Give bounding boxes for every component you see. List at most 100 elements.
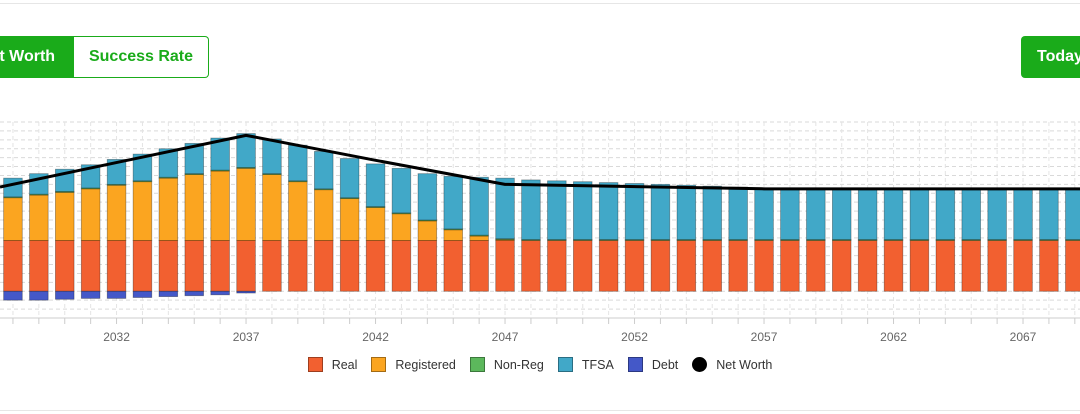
bar-segment-real	[314, 240, 334, 292]
bar-segment-tfsa	[417, 173, 438, 221]
bar-segment-registered	[469, 235, 489, 241]
bar-segment-real	[883, 240, 904, 292]
bar-segment-tfsa	[676, 184, 697, 240]
bar-segment-real	[495, 240, 515, 292]
bar-segment-debt	[3, 290, 23, 301]
bar-segment-debt	[106, 290, 127, 299]
legend-label-registered: Registered	[395, 357, 456, 372]
bar-segment-real	[1065, 240, 1080, 292]
bar-segment-registered	[184, 174, 204, 241]
bar-segment-tfsa	[262, 138, 282, 175]
legend-swatch-nonreg	[469, 357, 485, 372]
legend-item-real[interactable]: Real	[307, 357, 358, 372]
bar-segment-real	[365, 240, 386, 292]
x-tick-label: 2052	[621, 330, 648, 344]
bar-segment-debt	[184, 290, 204, 297]
legend-label-tfsa: TFSA	[581, 357, 614, 372]
bar-segment-debt	[158, 290, 179, 298]
bar-segment-real	[806, 240, 826, 292]
bar-segment-tfsa	[1039, 187, 1059, 240]
bar-segment-tfsa	[909, 187, 930, 240]
legend-swatch-debt	[627, 357, 643, 372]
bar-segment-tfsa	[158, 148, 179, 178]
x-tick-label: 2047	[492, 330, 519, 344]
bar-segment-debt	[29, 290, 49, 301]
legend-item-net-worth[interactable]: Net Worth	[692, 357, 772, 372]
bar-segment-real	[132, 240, 153, 292]
bar-segment-tfsa	[365, 163, 386, 208]
bar-segment-debt	[210, 290, 230, 296]
bar-segment-tfsa	[961, 187, 981, 240]
top-divider	[0, 3, 1080, 4]
bar-segment-real	[3, 240, 23, 292]
bar-segment-tfsa	[314, 150, 334, 190]
bar-segment-nonreg	[158, 176, 179, 179]
bar-segment-nonreg	[909, 239, 930, 241]
today-dollars-button[interactable]: Today's	[1021, 36, 1080, 78]
bar-segment-registered	[80, 188, 101, 241]
legend-dot-net-worth	[692, 357, 708, 372]
bar-segment-real	[288, 240, 308, 292]
x-tick-label: 2067	[1010, 330, 1037, 344]
bar-segment-registered	[443, 229, 463, 241]
legend-item-registered[interactable]: Registered	[371, 357, 456, 372]
x-tick-label: 2037	[233, 330, 260, 344]
bar-segment-tfsa	[728, 186, 748, 240]
bar-segment-real	[832, 240, 852, 292]
bar-segment-real	[624, 240, 645, 292]
bar-segment-registered	[288, 181, 308, 241]
bar-segment-tfsa	[443, 175, 463, 230]
bar-segment-tfsa	[832, 187, 852, 240]
bar-segment-debt	[236, 290, 256, 294]
bar-segment-nonreg	[1065, 239, 1080, 241]
bar-segment-real	[339, 240, 360, 292]
bar-segment-tfsa	[106, 159, 127, 185]
bar-segment-tfsa	[210, 137, 230, 171]
bar-segment-nonreg	[987, 239, 1007, 241]
bar-segment-tfsa	[1013, 187, 1033, 240]
x-tick-label: 2032	[103, 330, 130, 344]
success-rate-button[interactable]: Success Rate	[74, 36, 209, 78]
bar-segment-tfsa	[780, 187, 800, 240]
bar-segment-tfsa	[184, 142, 204, 175]
bar-segment-nonreg	[857, 239, 878, 241]
bar-segment-real	[1013, 240, 1033, 292]
bar-segment-tfsa	[547, 180, 567, 241]
bar-segment-registered	[391, 213, 412, 241]
legend-item-debt[interactable]: Debt	[627, 357, 678, 372]
bar-segment-tfsa	[1065, 187, 1080, 240]
bar-segment-real	[55, 240, 75, 292]
bar-segment-registered	[106, 184, 127, 241]
legend-label-net-worth: Net Worth	[716, 357, 773, 372]
bar-segment-nonreg	[702, 239, 722, 241]
bar-segment-real	[184, 240, 204, 292]
bar-segment-nonreg	[210, 169, 230, 172]
bar-segment-real	[961, 240, 981, 292]
legend-label-real: Real	[331, 357, 358, 372]
bar-segment-real	[573, 240, 593, 292]
x-tick-label: 2057	[751, 330, 778, 344]
bar-segment-real	[987, 240, 1007, 292]
bar-segment-real	[210, 240, 230, 292]
bar-segment-real	[236, 240, 256, 292]
bar-segment-tfsa	[132, 153, 153, 182]
bar-segment-nonreg	[883, 239, 904, 241]
bar-segment-tfsa	[857, 187, 878, 240]
bar-segment-tfsa	[469, 176, 489, 236]
bar-segment-real	[443, 240, 463, 292]
bar-segment-real	[598, 240, 619, 292]
legend-item-tfsa[interactable]: TFSA	[557, 357, 614, 372]
bar-segment-registered	[210, 170, 230, 241]
bar-segment-real	[469, 240, 489, 292]
legend-label-nonreg: Non-Reg	[493, 357, 544, 372]
bar-segment-real	[935, 240, 956, 292]
net-worth-button[interactable]: Net Worth	[0, 36, 74, 78]
bar-segment-real	[650, 240, 671, 292]
view-toggle: Net Worth Success Rate	[0, 36, 209, 78]
bottom-divider	[0, 410, 1080, 411]
legend-item-nonreg[interactable]: Non-Reg	[469, 357, 544, 372]
bar-segment-nonreg	[780, 239, 800, 241]
bar-segment-tfsa	[702, 185, 722, 240]
bar-segment-real	[909, 240, 930, 292]
